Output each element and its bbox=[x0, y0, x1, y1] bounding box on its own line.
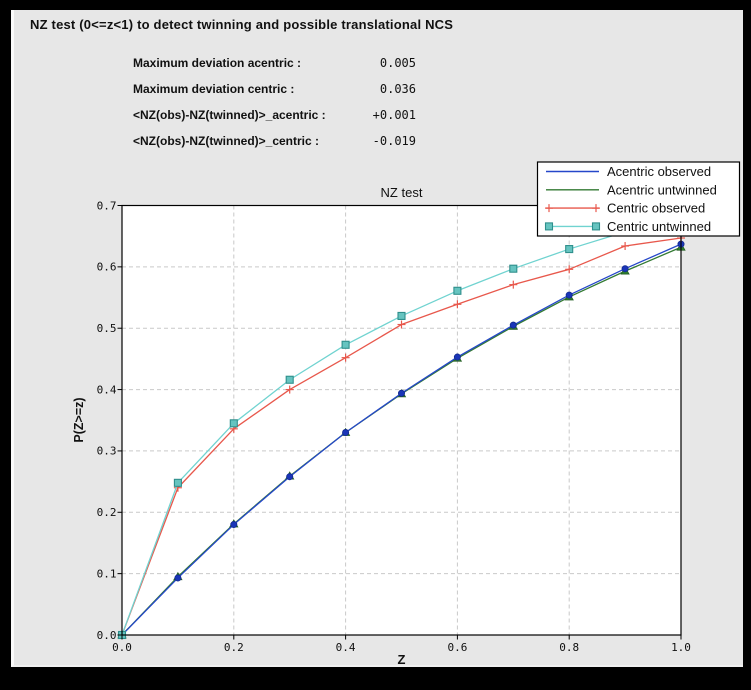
data-point-circle bbox=[397, 389, 405, 397]
x-tick-label: 1.0 bbox=[671, 641, 691, 654]
y-tick-label: 0.6 bbox=[97, 261, 117, 274]
x-tick-label: 0.8 bbox=[559, 641, 579, 654]
y-axis-label: P(Z>=z) bbox=[72, 397, 86, 442]
stat-value: 0.005 bbox=[379, 56, 416, 70]
stat-label: <NZ(obs)-NZ(twinned)>_centric : bbox=[133, 134, 320, 148]
stat-value: -0.019 bbox=[372, 134, 416, 148]
chart-title: NZ test bbox=[381, 185, 423, 200]
legend-label: Centric untwinned bbox=[607, 219, 711, 234]
data-point-square bbox=[591, 222, 601, 231]
stat-label: Maximum deviation centric : bbox=[133, 82, 295, 96]
data-point-square bbox=[397, 311, 406, 320]
data-point-square bbox=[229, 419, 238, 428]
data-point-circle bbox=[174, 574, 182, 582]
data-point-circle bbox=[565, 291, 573, 299]
y-tick-label: 0.2 bbox=[97, 506, 117, 519]
y-tick-label: 0.3 bbox=[97, 445, 117, 458]
x-tick-label: 0.0 bbox=[112, 641, 132, 654]
data-point-circle bbox=[453, 353, 461, 361]
y-tick-label: 0.5 bbox=[97, 322, 117, 335]
page-title: NZ test (0<=z<1) to detect twinning and … bbox=[30, 17, 454, 32]
legend-label: Centric observed bbox=[607, 201, 705, 216]
x-axis-label: Z bbox=[398, 652, 406, 667]
legend-label: Acentric observed bbox=[607, 164, 711, 179]
data-point-circle bbox=[286, 473, 294, 481]
x-tick-label: 0.6 bbox=[447, 641, 467, 654]
data-point-circle bbox=[230, 521, 238, 529]
data-point-circle bbox=[509, 321, 517, 329]
x-tick-label: 0.2 bbox=[224, 641, 244, 654]
legend-label: Acentric untwinned bbox=[607, 182, 717, 197]
data-point-square bbox=[453, 286, 462, 295]
axes-frame bbox=[121, 204, 682, 636]
y-tick-label: 0.1 bbox=[97, 567, 117, 580]
data-point-circle bbox=[342, 429, 350, 437]
data-point-circle bbox=[621, 265, 629, 273]
stat-label: <NZ(obs)-NZ(twinned)>_acentric : bbox=[133, 108, 326, 122]
stat-value: +0.001 bbox=[372, 108, 416, 122]
data-point-square bbox=[509, 264, 518, 273]
legend-box bbox=[536, 161, 741, 237]
stat-label: Maximum deviation acentric : bbox=[133, 56, 302, 70]
x-tick-label: 0.4 bbox=[336, 641, 356, 654]
y-tick-label: 0.0 bbox=[97, 629, 117, 642]
y-tick-label: 0.4 bbox=[97, 383, 117, 396]
data-point-square bbox=[341, 340, 350, 349]
data-point-square bbox=[565, 245, 574, 254]
data-point-square bbox=[285, 375, 294, 384]
y-tick-label: 0.7 bbox=[97, 199, 117, 212]
data-point-square bbox=[173, 478, 182, 487]
data-point-square bbox=[544, 222, 554, 231]
stat-value: 0.036 bbox=[379, 82, 416, 96]
plot-area bbox=[122, 205, 681, 635]
